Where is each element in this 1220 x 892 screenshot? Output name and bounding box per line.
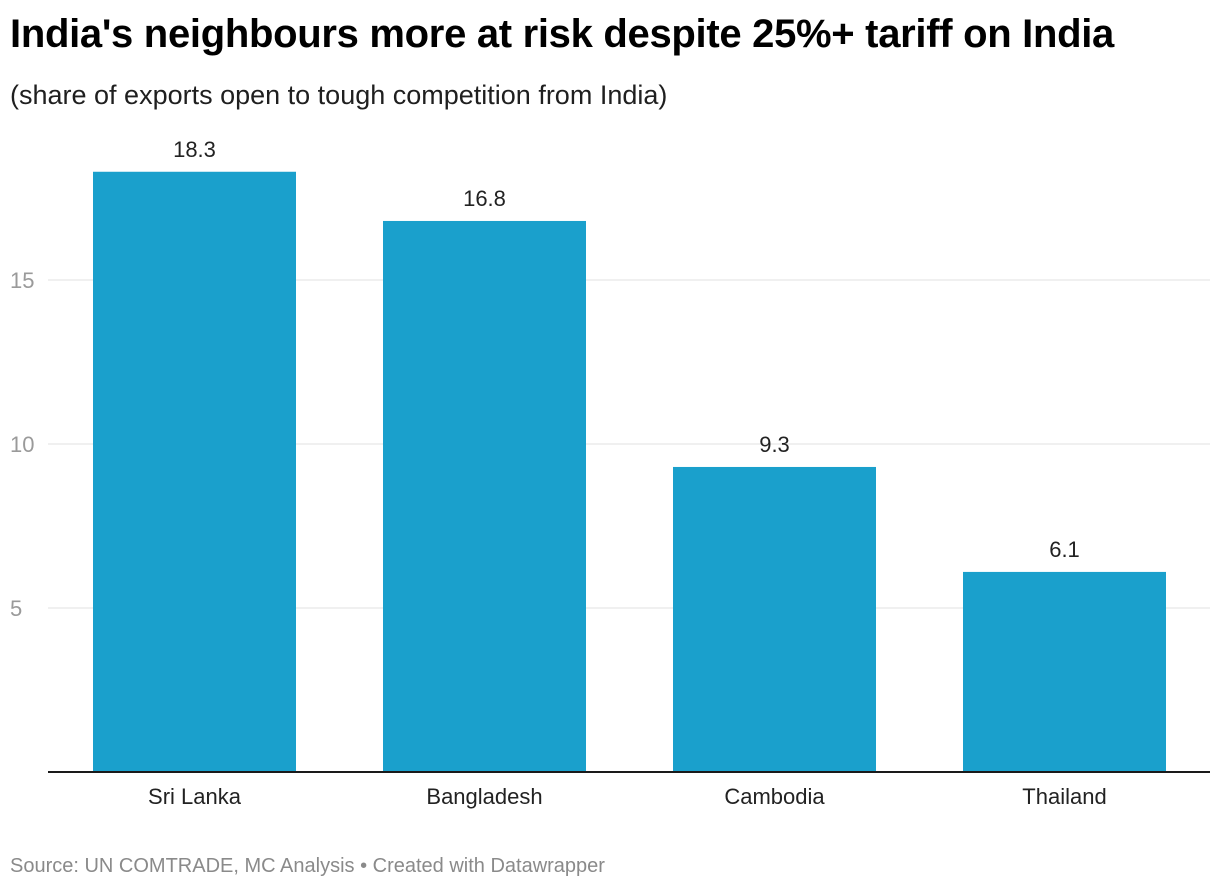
bar: [93, 171, 296, 772]
bar: [383, 220, 586, 772]
source-note: Source: UN COMTRADE, MC Analysis • Creat…: [10, 855, 605, 877]
x-category-label: Cambodia: [724, 784, 825, 809]
y-tick-label: 5: [10, 596, 22, 621]
x-category-label: Thailand: [1022, 784, 1106, 809]
x-category-label: Sri Lanka: [148, 784, 242, 809]
chart-subtitle: (share of exports open to tough competit…: [10, 80, 668, 110]
bar: [963, 571, 1166, 772]
bar-value-label: 16.8: [463, 186, 506, 211]
bar-value-label: 9.3: [759, 432, 790, 457]
bar: [673, 466, 876, 772]
x-category-label: Bangladesh: [426, 784, 542, 809]
chart-title: India's neighbours more at risk despite …: [10, 12, 1114, 56]
y-tick-label: 15: [10, 268, 34, 293]
bar-value-label: 18.3: [173, 137, 216, 162]
y-tick-label: 10: [10, 432, 34, 457]
bar-value-label: 6.1: [1049, 537, 1080, 562]
